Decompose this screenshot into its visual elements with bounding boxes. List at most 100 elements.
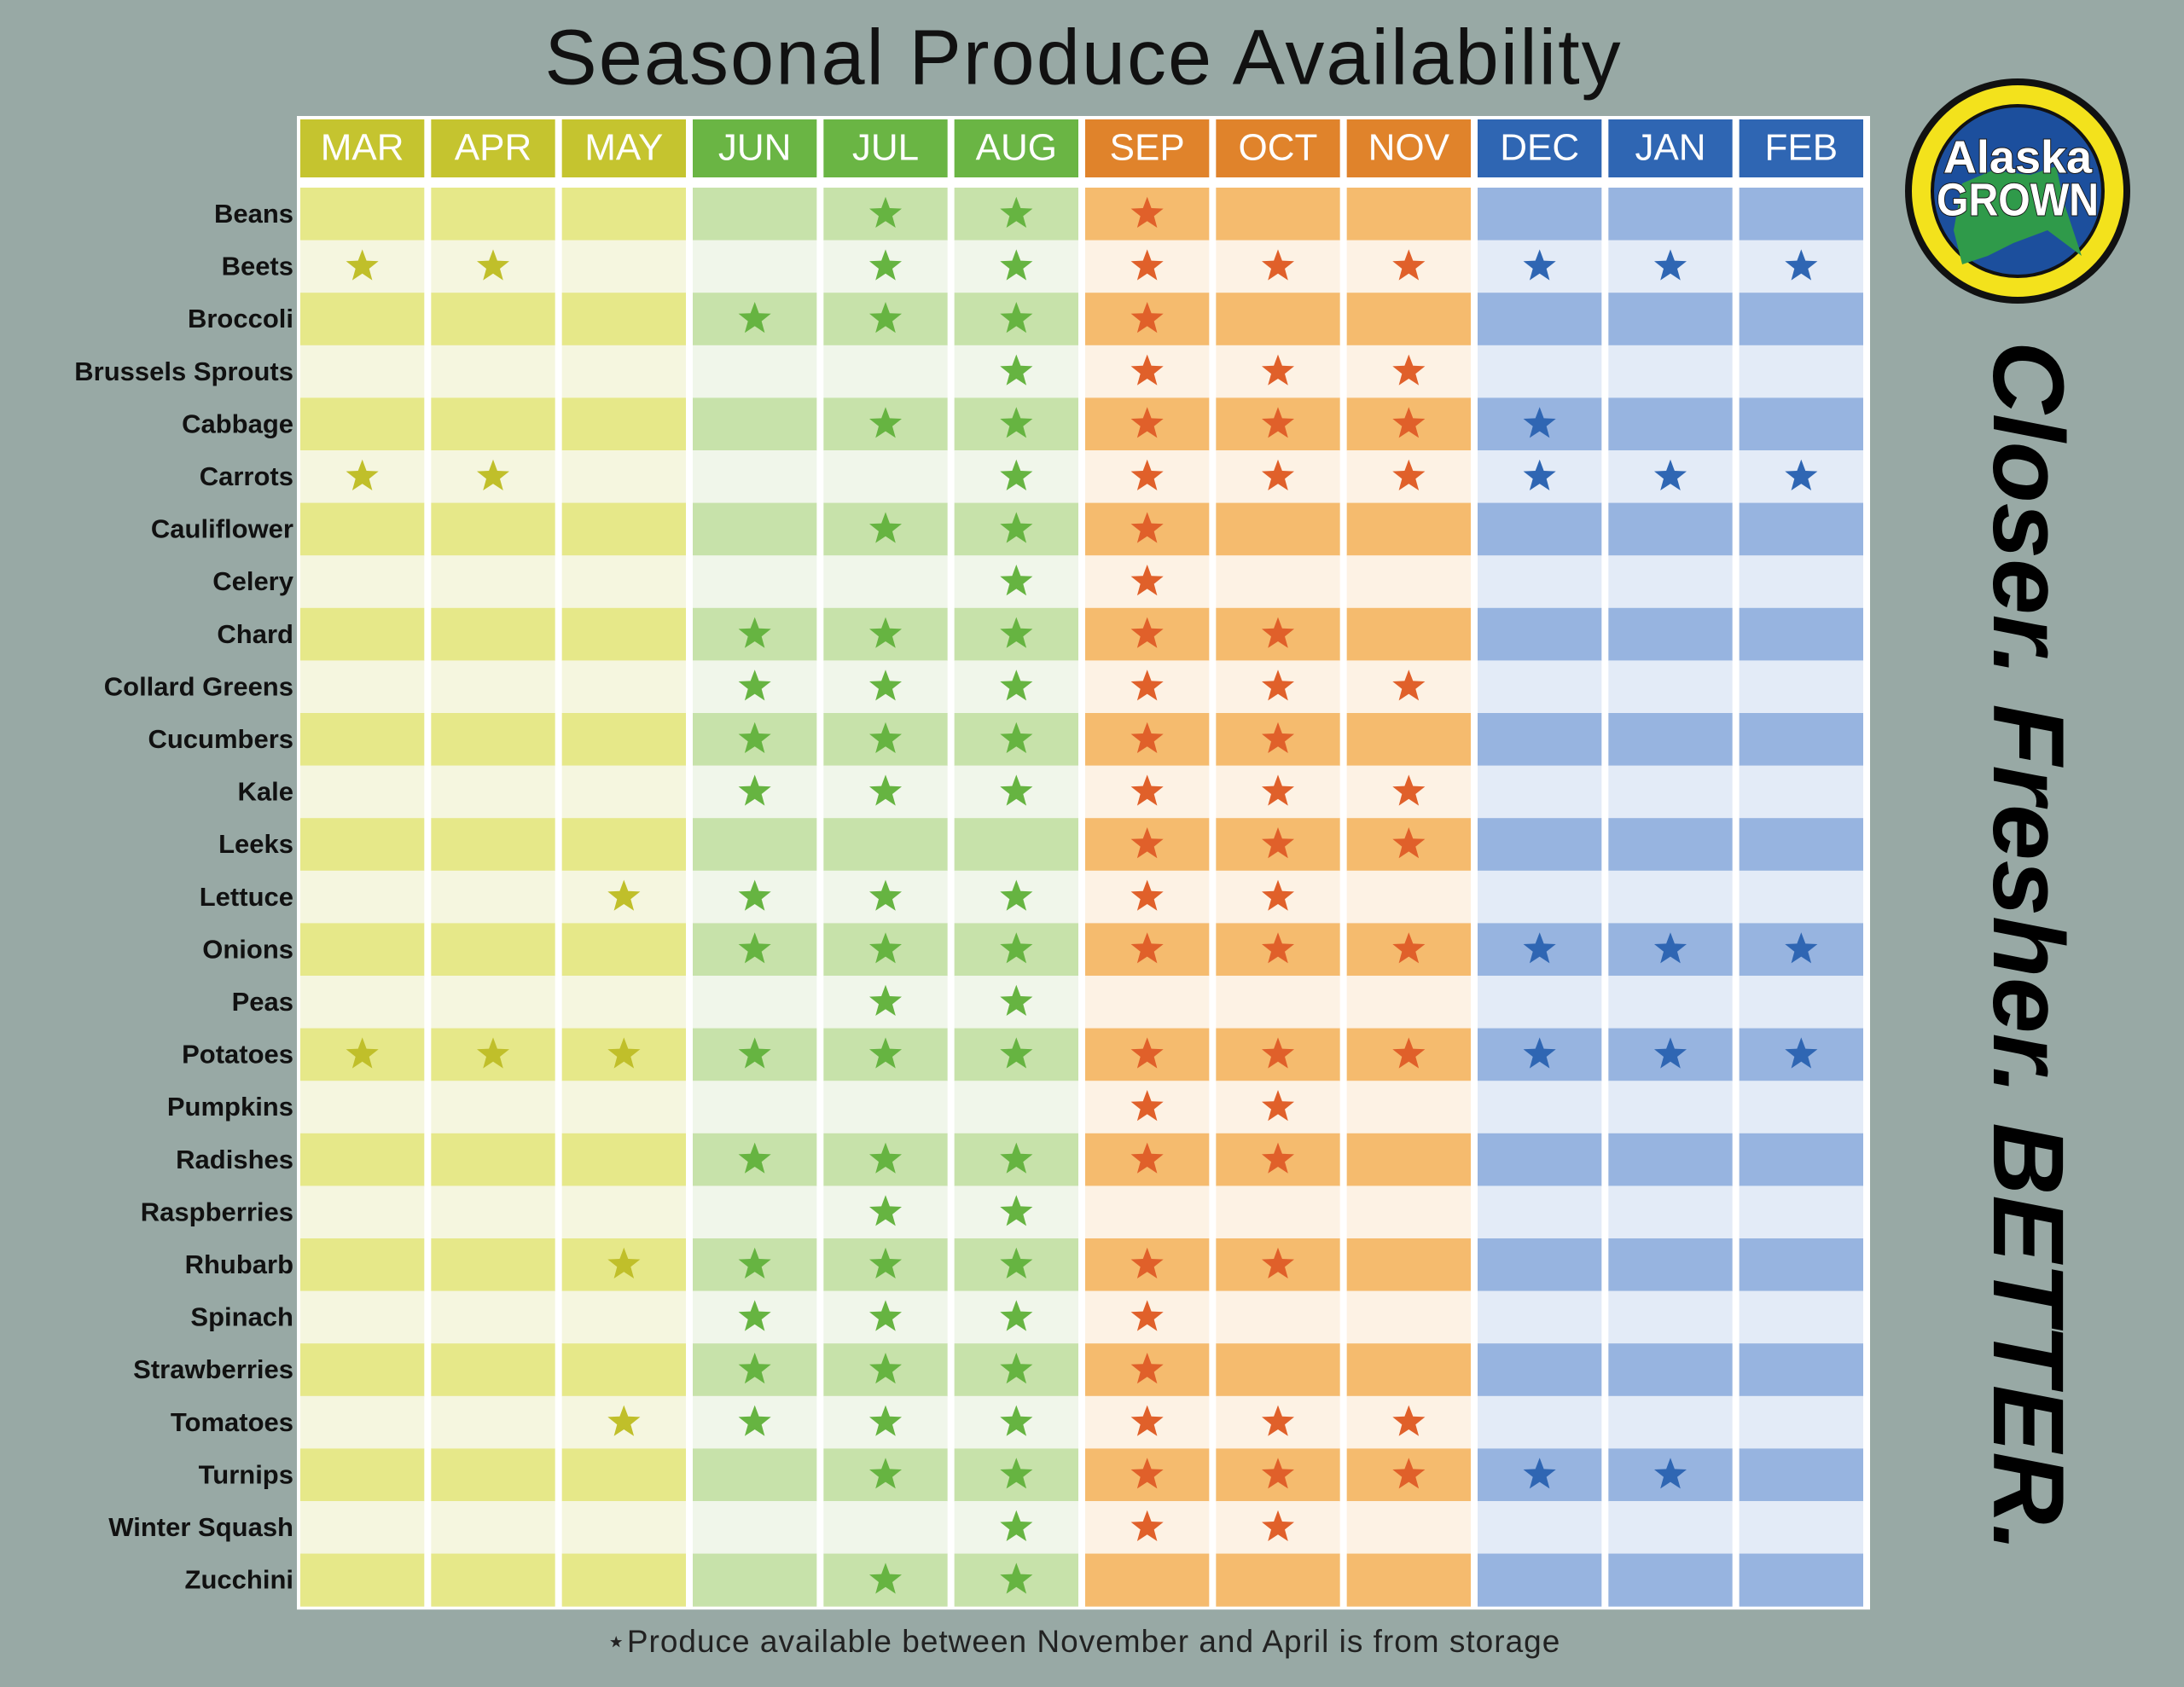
- cell: [693, 976, 817, 1029]
- availability-star: [1000, 722, 1033, 753]
- cell: [1346, 607, 1471, 661]
- cell: [1478, 1395, 1602, 1449]
- cell: [431, 188, 555, 241]
- availability-star: [1654, 932, 1687, 964]
- produce-name: Celery: [212, 566, 294, 596]
- availability-star: [1523, 1458, 1556, 1489]
- produce-name: Tomatoes: [171, 1407, 293, 1437]
- cell: [1739, 1343, 1863, 1397]
- availability-star: [1130, 407, 1164, 438]
- produce-name: Beans: [214, 199, 293, 229]
- footnote: ⋆Produce available between November and …: [607, 1624, 1561, 1659]
- cell: [823, 450, 948, 504]
- availability-star: [1000, 565, 1033, 596]
- cell: [1739, 713, 1863, 767]
- cell: [300, 555, 425, 609]
- cell: [693, 502, 817, 556]
- cell: [1085, 1553, 1210, 1607]
- produce-name: Strawberries: [133, 1354, 293, 1384]
- cell: [1216, 1290, 1340, 1344]
- cell: [561, 1501, 686, 1555]
- availability-star: [869, 1195, 902, 1226]
- cell: [1216, 188, 1340, 241]
- cell: [693, 1553, 817, 1607]
- month-header: [954, 119, 1078, 177]
- cell: [1346, 1238, 1471, 1292]
- availability-star: [1392, 932, 1426, 964]
- availability-star: [738, 1405, 771, 1436]
- logo: Alaska GROWN: [1905, 78, 2130, 304]
- cell: [1216, 555, 1340, 609]
- cell: [431, 818, 555, 872]
- cell: [1608, 1238, 1733, 1292]
- cell: [1608, 818, 1733, 872]
- availability-star: [1262, 774, 1294, 806]
- produce-name: Spinach: [190, 1302, 293, 1332]
- availability-star: [738, 879, 771, 911]
- availability-star: [1262, 1247, 1294, 1278]
- cell: [300, 713, 425, 767]
- month-header: [300, 119, 425, 177]
- availability-star: [1000, 1142, 1033, 1174]
- availability-star: [1523, 407, 1556, 438]
- produce-name: Potatoes: [182, 1040, 293, 1070]
- availability-star: [607, 879, 641, 911]
- availability-star: [1000, 459, 1033, 490]
- cell: [1739, 1290, 1863, 1344]
- cell: [1216, 976, 1340, 1029]
- cell: [1608, 1501, 1733, 1555]
- cell: [1739, 1133, 1863, 1186]
- cell: [1085, 976, 1210, 1029]
- cell: [1478, 660, 1602, 714]
- cell: [1739, 345, 1863, 398]
- availability-star: [1262, 1510, 1294, 1541]
- produce-name: Broccoli: [188, 304, 293, 333]
- cell: [1346, 870, 1471, 924]
- produce-name: Radishes: [176, 1145, 293, 1174]
- cell: [300, 1553, 425, 1607]
- availability-star: [1130, 459, 1164, 490]
- cell: [1608, 188, 1733, 241]
- month-header: [1216, 119, 1340, 177]
- produce-name: Turnips: [199, 1459, 293, 1489]
- cell: [1739, 870, 1863, 924]
- month-label: FEB: [1765, 127, 1838, 169]
- cell: [561, 345, 686, 398]
- cell: [1478, 1133, 1602, 1186]
- cell: [300, 818, 425, 872]
- month-label: JUN: [718, 127, 792, 169]
- availability-star: [1262, 1037, 1294, 1069]
- cell: [431, 765, 555, 819]
- cell: [300, 502, 425, 556]
- cell: [1608, 502, 1733, 556]
- cell: [1478, 188, 1602, 241]
- cell: [431, 397, 555, 451]
- cell: [300, 923, 425, 977]
- availability-star: [1654, 1037, 1687, 1069]
- cell: [1608, 1081, 1733, 1134]
- cell: [1478, 555, 1602, 609]
- availability-star: [346, 249, 379, 281]
- availability-star: [738, 1353, 771, 1384]
- cell: [431, 713, 555, 767]
- produce-name: Onions: [202, 934, 293, 964]
- availability-star: [1262, 827, 1294, 859]
- availability-star: [1000, 249, 1033, 281]
- slogan: Closer. Fresher. BETTER.: [1972, 341, 2084, 1552]
- cell: [561, 818, 686, 872]
- month-header: [693, 119, 817, 177]
- logo-line2: GROWN: [1937, 174, 2099, 225]
- availability-star: [738, 302, 771, 333]
- cell: [693, 188, 817, 241]
- availability-star: [1130, 302, 1164, 333]
- cell: [300, 188, 425, 241]
- cell: [1478, 293, 1602, 346]
- cell: [431, 1395, 555, 1449]
- cell: [1478, 345, 1602, 398]
- availability-star: [738, 1037, 771, 1069]
- availability-star: [738, 932, 771, 964]
- cell: [1739, 1501, 1863, 1555]
- availability-star: [1130, 354, 1164, 386]
- availability-star: [1130, 1458, 1164, 1489]
